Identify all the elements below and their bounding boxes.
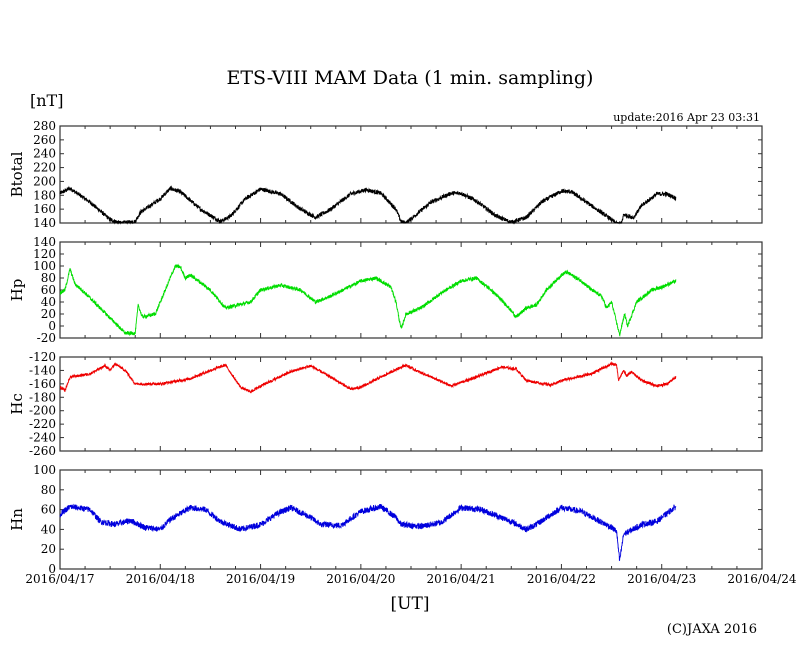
y-tick-label: -160 (29, 377, 56, 391)
panel-frame (59, 469, 763, 570)
x-tick-label: 2016/04/23 (627, 572, 696, 586)
y-tick-label: 80 (41, 483, 56, 497)
y-tick-label: 40 (41, 295, 56, 309)
x-axis-label: [UT] (391, 594, 430, 614)
panel-hc: -120-140-160-180-200-220-240-260 Hc (8, 350, 763, 458)
panel-hn: 100 80 60 40 20 0 Hn (8, 463, 763, 576)
panel-frame (59, 125, 763, 224)
y-tick-label: 80 (41, 271, 56, 285)
y-tick-label: 60 (41, 503, 56, 517)
chart-title: ETS-VIII MAM Data (1 min. sampling) (227, 67, 594, 89)
panel-label: Hc (8, 393, 26, 414)
x-tick-label: 2016/04/21 (427, 572, 496, 586)
panel-label: Btotal (8, 151, 26, 197)
x-tick-label: 2016/04/20 (326, 572, 395, 586)
x-tick-label: 2016/04/18 (126, 572, 195, 586)
y-tick-label: -200 (29, 404, 56, 418)
update-timestamp: update:2016 Apr 23 03:31 (613, 111, 760, 124)
y-tick-label: 40 (41, 522, 56, 536)
y-tick-label: 100 (33, 259, 56, 273)
panel-label: Hn (8, 508, 26, 531)
y-tick-label: 0 (48, 562, 56, 576)
y-tick-label: 0 (48, 319, 56, 333)
y-tick-label: 20 (41, 542, 56, 556)
series-line-btotal (59, 185, 677, 225)
y-tick-label: 200 (33, 174, 56, 188)
y-unit-label: [nT] (30, 91, 63, 110)
y-tick-label: -220 (29, 417, 56, 431)
y-tick-label: 160 (33, 202, 56, 216)
y-tick-label: 240 (33, 147, 56, 161)
series-line-hn (59, 503, 677, 562)
x-tick-label: 2016/04/19 (226, 572, 295, 586)
x-tick-label: 2016/04/22 (527, 572, 596, 586)
y-tick-label: 140 (33, 235, 56, 249)
y-tick-label: 260 (33, 133, 56, 147)
x-tick-label: 2016/04/24 (727, 572, 797, 586)
y-tick-label: -240 (29, 431, 56, 445)
series-line-hp (59, 263, 677, 337)
copyright: (C)JAXA 2016 (667, 622, 757, 637)
y-tick-label: 140 (33, 216, 56, 230)
y-tick-label: -20 (37, 331, 56, 345)
y-tick-label: -180 (29, 390, 56, 404)
series-line-hc (59, 361, 677, 394)
y-tick-label: 220 (33, 161, 56, 175)
panel-label: Hp (8, 279, 26, 302)
panel-frame (59, 356, 763, 452)
y-tick-label: -140 (29, 363, 56, 377)
y-tick-label: 180 (33, 188, 56, 202)
y-tick-label: 120 (33, 247, 56, 261)
x-tick-label: 2016/04/17 (25, 572, 94, 586)
y-tick-label: 280 (33, 119, 56, 133)
y-tick-label: -260 (29, 444, 56, 458)
y-tick-label: -120 (29, 350, 56, 364)
y-tick-label: 20 (41, 307, 56, 321)
y-tick-label: 60 (41, 283, 56, 297)
y-tick-label: 100 (33, 463, 56, 477)
